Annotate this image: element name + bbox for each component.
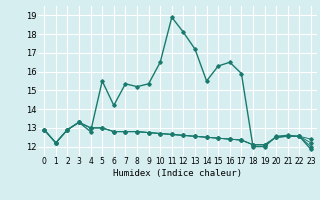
X-axis label: Humidex (Indice chaleur): Humidex (Indice chaleur) <box>113 169 242 178</box>
